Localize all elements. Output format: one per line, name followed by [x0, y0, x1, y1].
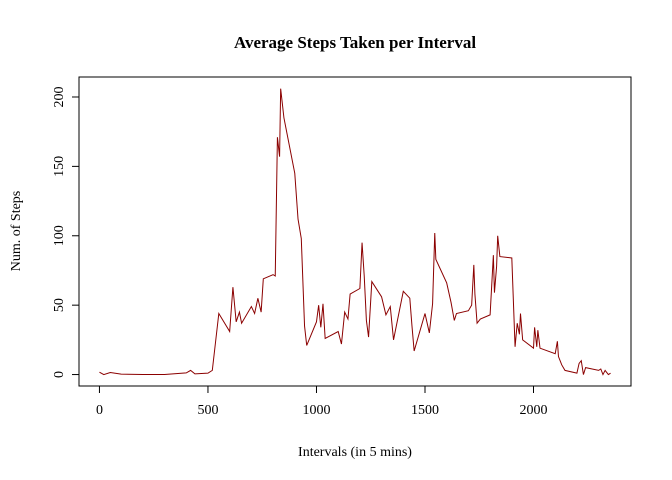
y-tick-label: 0 — [52, 371, 67, 378]
data-line — [99, 88, 611, 376]
y-tick-label: 100 — [52, 225, 67, 246]
chart-title: Average Steps Taken per Interval — [234, 33, 476, 52]
x-tick-label: 2000 — [520, 403, 548, 418]
plot-frame — [78, 76, 632, 387]
x-tick-label: 1500 — [411, 403, 439, 418]
y-axis-label: Num. of Steps — [9, 191, 24, 272]
x-tick-label: 500 — [197, 403, 218, 418]
x-tick-label: 0 — [96, 403, 103, 418]
x-tick-label: 1000 — [302, 403, 330, 418]
y-tick-label: 200 — [52, 86, 67, 107]
x-axis-label: Intervals (in 5 mins) — [298, 445, 412, 460]
y-tick-label: 150 — [52, 156, 67, 177]
y-tick-label: 50 — [52, 298, 67, 312]
